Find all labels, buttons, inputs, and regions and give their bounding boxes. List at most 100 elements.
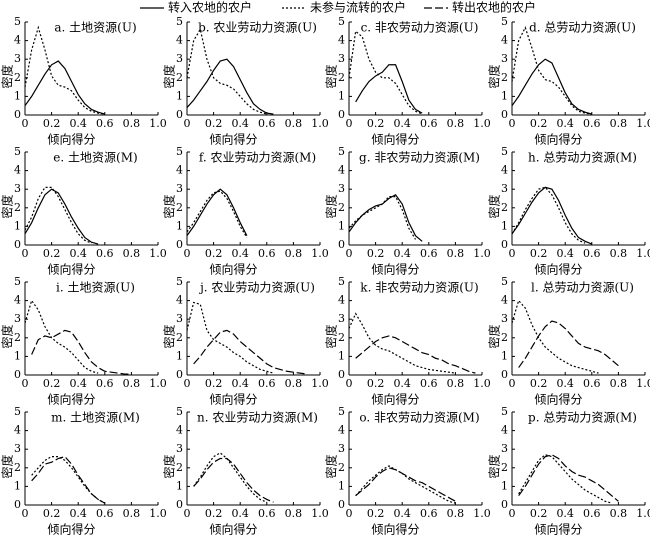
y-tick-label: 2 [176, 331, 183, 344]
x-tick-label: 0.2 [530, 377, 548, 390]
y-tick-label: 3 [501, 442, 508, 455]
y-tick-label: 0 [501, 498, 508, 511]
x-axis-label: 倾向得分 [209, 262, 257, 277]
x-axis-label: 倾向得分 [209, 392, 257, 407]
x-tick-label: 0.8 [610, 507, 628, 520]
x-tick-label: 0.2 [530, 247, 548, 260]
x-tick-label: 0 [184, 377, 191, 390]
y-axis-label: 密度 [0, 194, 15, 218]
x-tick-label: 0 [184, 507, 191, 520]
panel-title: f. 农业劳动力资源(M) [199, 151, 316, 165]
x-axis-label: 倾向得分 [47, 132, 95, 147]
y-tick-label: 3 [14, 52, 21, 65]
x-tick-label: 0.4 [231, 377, 249, 390]
x-tick-label: 0 [346, 507, 353, 520]
x-tick-label: 1.0 [311, 117, 329, 130]
x-tick-label: 0 [22, 377, 29, 390]
x-tick-label: 0.4 [556, 247, 574, 260]
x-tick-label: 0 [22, 117, 29, 130]
x-tick-label: 1.0 [473, 117, 491, 130]
x-tick-label: 0.6 [258, 247, 276, 260]
x-tick-label: 1.0 [149, 247, 167, 260]
density-line [186, 301, 274, 374]
density-line [24, 60, 105, 115]
x-tick-label: 1.0 [149, 377, 167, 390]
x-tick-label: 0.8 [285, 117, 303, 130]
x-axis-label: 倾向得分 [209, 522, 257, 536]
panel-title: p. 总劳动力资源(M) [528, 411, 637, 425]
x-tick-label: 0.8 [610, 377, 628, 390]
y-tick-label: 4 [14, 164, 21, 177]
x-tick-label: 0.4 [69, 117, 87, 130]
density-line [193, 329, 307, 375]
y-tick-label: 3 [14, 312, 21, 325]
y-axis-label: 密度 [162, 64, 177, 88]
y-tick-label: 1 [176, 89, 183, 102]
panel-title: l. 总劳动力资源(U) [531, 281, 634, 295]
density-line [511, 26, 592, 115]
x-tick-label: 0.8 [610, 117, 628, 130]
x-tick-label: 0.6 [583, 507, 601, 520]
x-tick-label: 0 [184, 247, 191, 260]
x-tick-label: 1.0 [473, 507, 491, 520]
x-tick-label: 0.6 [583, 117, 601, 130]
y-axis-label: 密度 [162, 194, 177, 218]
y-tick-label: 2 [338, 461, 345, 474]
y-tick-label: 5 [14, 15, 21, 28]
y-tick-label: 0 [176, 498, 183, 511]
x-axis-label: 倾向得分 [534, 522, 582, 536]
y-tick-label: 0 [176, 238, 183, 251]
y-tick-label: 4 [338, 164, 345, 177]
x-tick-label: 1.0 [636, 377, 650, 390]
x-tick-label: 0.8 [447, 507, 465, 520]
y-axis-label: 密度 [487, 324, 502, 348]
y-axis-label: 密度 [162, 454, 177, 478]
y-axis-label: 密度 [324, 64, 339, 88]
x-tick-label: 0 [509, 377, 516, 390]
x-tick-label: 0.8 [123, 247, 141, 260]
y-tick-label: 5 [338, 405, 345, 418]
density-line [518, 454, 612, 504]
density-line [24, 25, 105, 115]
y-tick-label: 1 [176, 219, 183, 232]
x-tick-label: 1.0 [473, 377, 491, 390]
density-line [186, 190, 248, 238]
x-tick-label: 0.6 [258, 117, 276, 130]
density-line [348, 193, 423, 242]
x-tick-label: 0.4 [556, 377, 574, 390]
x-tick-label: 0.4 [393, 377, 411, 390]
x-tick-label: 0.6 [96, 247, 114, 260]
y-axis-label: 密度 [487, 64, 502, 88]
y-tick-label: 4 [338, 424, 345, 437]
density-line [31, 329, 132, 375]
y-tick-label: 0 [14, 368, 21, 381]
legend-label: 转出农地的农户 [452, 0, 536, 15]
x-tick-label: 0.2 [205, 247, 223, 260]
y-axis-label: 密度 [324, 324, 339, 348]
y-tick-label: 1 [176, 479, 183, 492]
y-tick-label: 1 [501, 479, 508, 492]
y-tick-label: 2 [501, 71, 508, 84]
density-line [186, 188, 248, 237]
density-line [518, 320, 619, 368]
y-tick-label: 2 [338, 201, 345, 214]
y-tick-label: 1 [338, 479, 345, 492]
y-tick-label: 2 [338, 71, 345, 84]
density-line [511, 58, 592, 115]
x-tick-label: 1.0 [636, 247, 650, 260]
y-axis-label: 密度 [162, 324, 177, 348]
x-tick-label: 0.2 [367, 377, 385, 390]
x-tick-label: 0.2 [530, 117, 548, 130]
panel-title: o. 非农劳动力资源(M) [359, 411, 479, 425]
legend-label: 转入农地的农户 [168, 0, 252, 15]
y-tick-label: 0 [14, 238, 21, 251]
y-tick-label: 4 [14, 424, 21, 437]
y-tick-label: 2 [14, 331, 21, 344]
y-tick-label: 3 [176, 182, 183, 195]
x-tick-label: 0.2 [205, 377, 223, 390]
y-tick-label: 4 [14, 34, 21, 47]
x-tick-label: 0 [509, 117, 516, 130]
x-tick-label: 0.8 [610, 247, 628, 260]
x-tick-label: 0.6 [420, 377, 438, 390]
x-tick-label: 0.6 [96, 507, 114, 520]
